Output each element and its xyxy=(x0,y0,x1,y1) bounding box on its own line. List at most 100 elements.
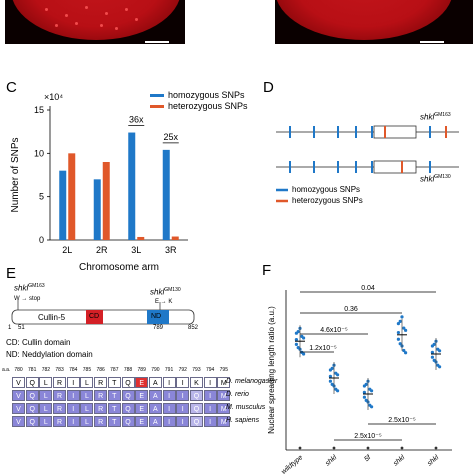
data-point xyxy=(370,405,374,409)
data-point xyxy=(436,347,440,351)
data-point xyxy=(368,387,372,391)
residue-cell: I xyxy=(176,403,190,414)
residue-cell: V xyxy=(12,390,25,401)
residue-cell: Q xyxy=(121,416,135,427)
group-label: 5f xyxy=(363,453,373,463)
data-point xyxy=(404,351,408,355)
aa-number: 791 xyxy=(164,367,174,373)
y-tick-label: 10 xyxy=(34,148,44,158)
residue-cell: L xyxy=(39,403,53,414)
residue-cell: L xyxy=(39,416,53,427)
residue-cell: R xyxy=(94,377,108,388)
residue-cell: R xyxy=(53,377,67,388)
residue-cell: T xyxy=(107,403,121,414)
y-axis-label: Nuclear spreading length ratio (a.u.) xyxy=(267,306,276,434)
aa-number: 786 xyxy=(96,367,105,373)
aa-number: 782 xyxy=(41,367,51,373)
residue-cell: V xyxy=(12,377,25,388)
residue-cell: V xyxy=(12,403,25,414)
species-label: M. musculus xyxy=(226,404,266,411)
residue-cell: A xyxy=(148,416,162,427)
bar-homozygous-3L xyxy=(128,132,136,240)
residue-cell: R xyxy=(94,390,108,401)
allele-label-gm163: shklGM163 xyxy=(420,112,451,122)
data-point xyxy=(302,352,306,356)
residue-cell: Q xyxy=(189,390,203,401)
panel-label-e: E xyxy=(6,265,17,282)
x-axis-label: Chromosome arm xyxy=(79,262,159,273)
residue-cell: I xyxy=(162,403,176,414)
mutation-e-right: E → K xyxy=(155,299,173,305)
y-tick-label: 5 xyxy=(39,192,44,202)
nd-domain-label: ND xyxy=(151,313,162,320)
legend-swatch xyxy=(150,94,164,97)
p-value-label: 2.5x10⁻⁵ xyxy=(354,433,382,440)
protein-diagram xyxy=(11,300,195,325)
residue-cell: I xyxy=(203,390,217,401)
data-point xyxy=(396,322,400,326)
data-point xyxy=(398,319,402,323)
pos-789: 789 xyxy=(153,325,164,331)
baseline-marker xyxy=(332,446,336,450)
scale-bar-left xyxy=(145,41,169,43)
residue-cell: Q xyxy=(25,377,39,388)
data-point xyxy=(402,326,406,330)
residue-cell: T xyxy=(107,377,121,388)
residue-cell: R xyxy=(53,403,67,414)
aa-number: 789 xyxy=(137,367,146,373)
aa-number: 785 xyxy=(82,367,92,373)
aa-number: 792 xyxy=(178,367,187,373)
legend-label: heterozygous SNPs xyxy=(168,101,248,111)
legend-cd: CD: Cullin domain xyxy=(6,338,71,347)
data-point xyxy=(396,337,400,341)
embryo-left xyxy=(11,0,181,40)
residue-cell: M xyxy=(217,403,231,414)
aa-number: 781 xyxy=(28,367,37,373)
p-value-label: 1.2x10⁻⁵ xyxy=(309,345,337,352)
data-point xyxy=(294,342,298,346)
bar-heterozygous-3R xyxy=(171,236,179,240)
residue-cell: E xyxy=(135,416,149,427)
bar-homozygous-2R xyxy=(93,179,101,240)
data-point xyxy=(362,395,366,399)
data-point xyxy=(438,365,442,369)
residue-cell: V xyxy=(12,416,25,427)
residue-cell: I xyxy=(66,403,80,414)
group-label: wildtype xyxy=(280,454,304,474)
data-point xyxy=(294,338,298,342)
residue-cell: Q xyxy=(189,403,203,414)
bar-heterozygous-2L xyxy=(68,153,76,240)
data-point xyxy=(328,374,332,378)
mutation-e-left: W → stop xyxy=(14,296,41,302)
data-point xyxy=(400,315,404,319)
aa-label: a.a. xyxy=(2,367,11,373)
legend-label: homozygous SNPs xyxy=(168,90,245,100)
residue-cell: L xyxy=(39,390,53,401)
p-value-label: 0.36 xyxy=(344,306,358,313)
residue-cell: Q xyxy=(25,403,39,414)
residue-cell: I xyxy=(203,403,217,414)
residue-cell: I xyxy=(176,377,190,388)
aa-number: 780 xyxy=(14,367,23,373)
data-point xyxy=(364,382,368,386)
data-point xyxy=(402,348,406,353)
data-point xyxy=(336,389,340,393)
legend-swatch xyxy=(150,105,164,108)
legend-d-homozygous: homozygous SNPs xyxy=(292,185,361,194)
x-tick-label: 3R xyxy=(165,245,177,255)
panel-label-f: F xyxy=(262,262,272,279)
x-tick-label: 3L xyxy=(131,245,141,255)
data-point xyxy=(328,379,332,383)
bar-heterozygous-2R xyxy=(102,162,110,240)
group-label: shkl xyxy=(324,454,338,468)
residue-cell: L xyxy=(80,377,94,388)
species-label: D. rerio xyxy=(226,391,249,398)
residue-cell: Q xyxy=(121,390,135,401)
data-point xyxy=(300,334,304,338)
aa-number-row: 780 781 782 783 784 785 786 787 788 789 790 791 792 7… xyxy=(12,367,231,373)
x-tick-label: 2L xyxy=(62,245,72,255)
residue-cell: E xyxy=(135,377,149,388)
